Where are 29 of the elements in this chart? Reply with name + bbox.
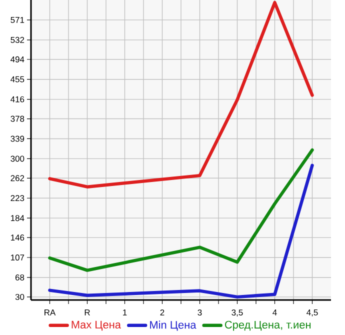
- y-tick-label: 494: [10, 56, 24, 62]
- x-tick-label: 3,5: [232, 310, 243, 317]
- x-tick-label: RA: [44, 310, 56, 316]
- y-tick-label: 184: [10, 215, 24, 222]
- x-tick-label: 4: [272, 310, 277, 316]
- y-tick-label: 262: [10, 175, 24, 182]
- y-tick-label: 339: [10, 136, 24, 142]
- x-tick-label: 2: [160, 310, 164, 316]
- y-tick-label: 146: [10, 234, 24, 241]
- legend-label: Сред.Цена, т.иен: [225, 320, 311, 331]
- x-tick-label: 3: [198, 310, 202, 316]
- line-series: [48, 164, 314, 299]
- x-tick-label: 1: [123, 310, 127, 316]
- x-tick-label: R: [84, 310, 90, 316]
- y-tick-label: 571: [10, 17, 24, 23]
- y-tick-label: 300: [10, 156, 24, 162]
- line-series: [48, 0, 314, 188]
- y-tick-label: 30: [15, 294, 24, 300]
- x-tick-label: 4,5: [306, 310, 318, 316]
- line-series: [48, 148, 314, 272]
- y-tick-label: 416: [10, 96, 24, 102]
- y-tick-label: 532: [10, 36, 24, 43]
- legend-label: Max Цена: [72, 320, 121, 331]
- y-tick-label: 68: [16, 274, 24, 280]
- y-tick-label: 378: [10, 116, 24, 122]
- y-tick-label: 223: [10, 195, 24, 202]
- y-tick-label: 107: [10, 254, 24, 260]
- y-tick-label: 455: [10, 76, 24, 82]
- legend-label: Min Цена: [150, 320, 196, 331]
